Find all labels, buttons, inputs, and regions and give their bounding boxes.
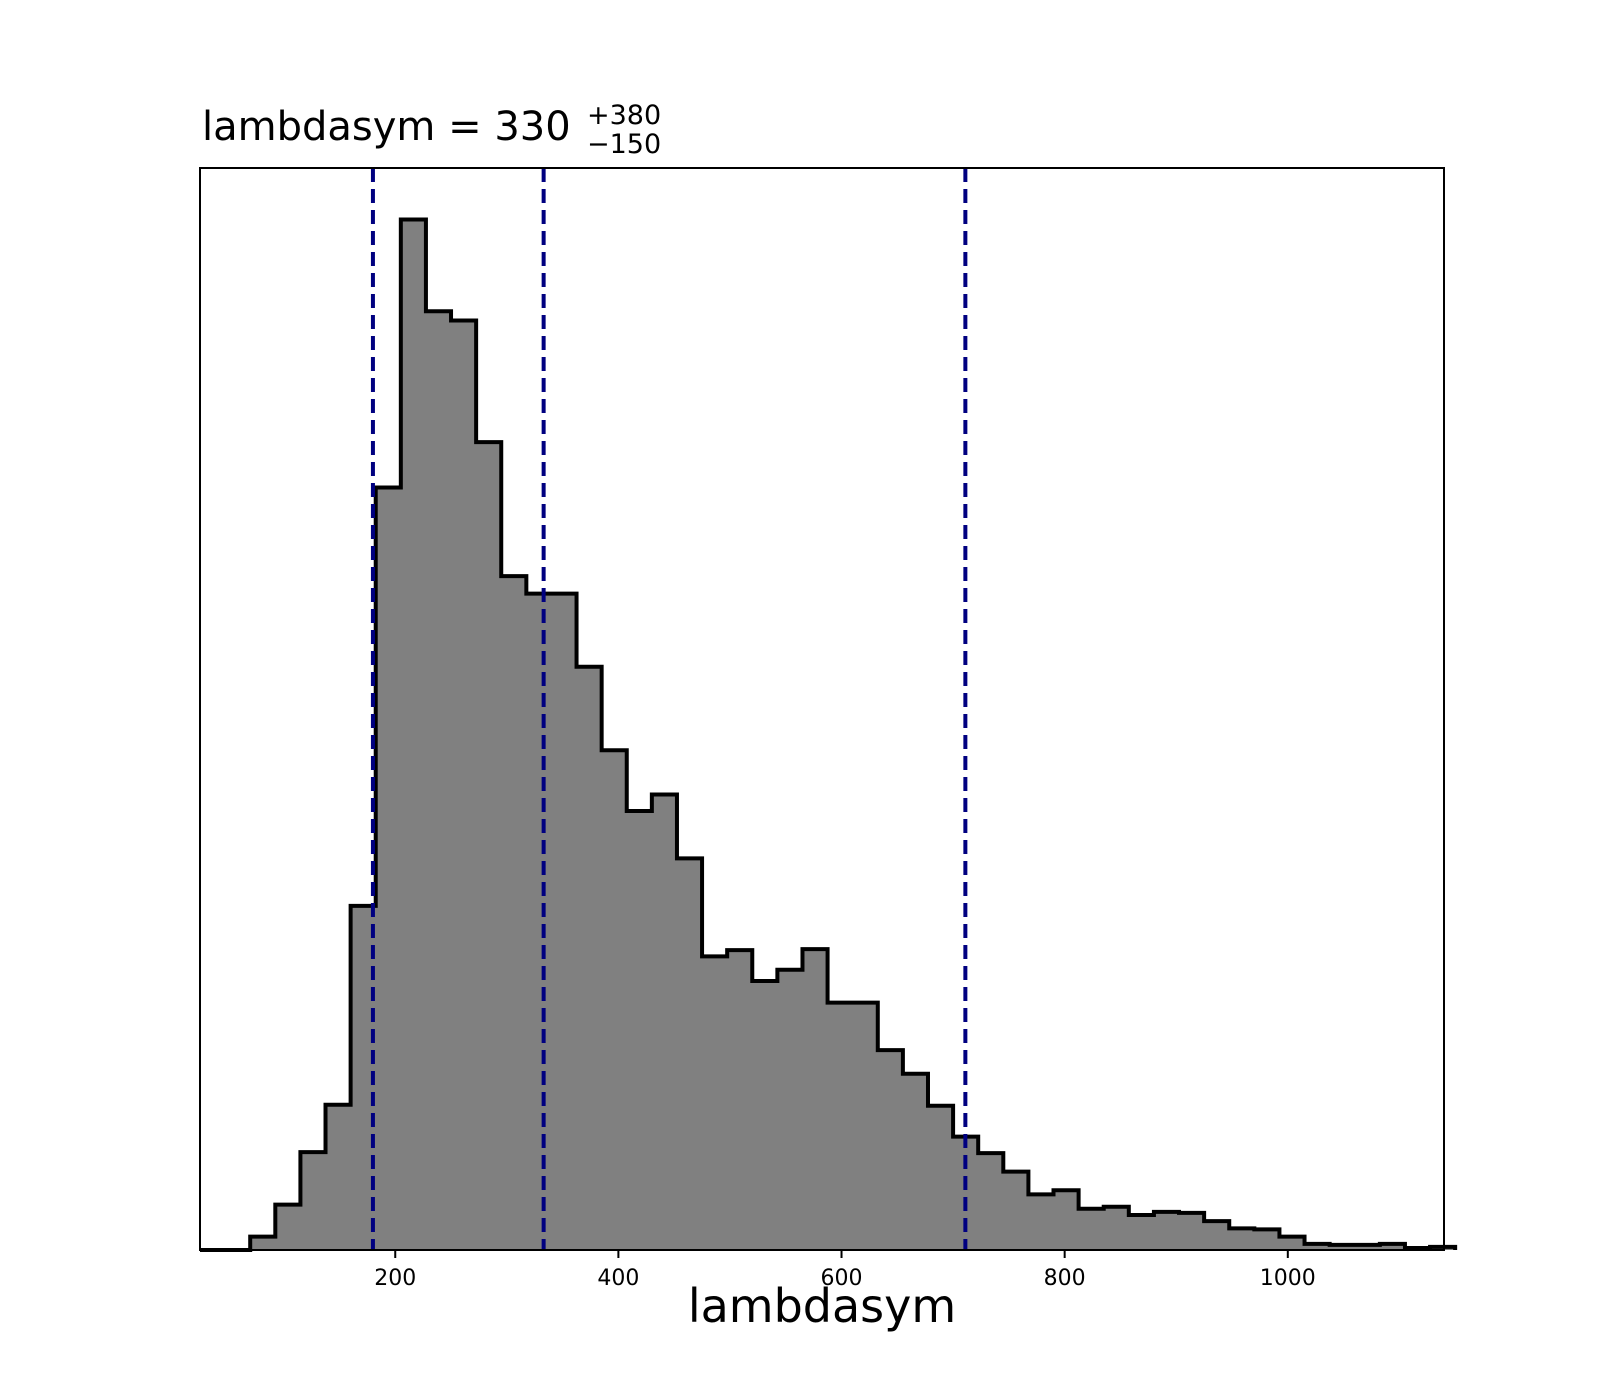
plot-area: 200 400 600 800 1000 [199,167,1458,1291]
chart-title: lambdasym = 330 +380 −150 [202,100,661,160]
title-value: 330 [494,104,570,150]
quantile-lines [370,168,968,1250]
x-tick-label-200: 200 [374,1266,416,1291]
x-tick-label-1000: 1000 [1260,1266,1316,1291]
svg-text:lambdasym = 330: lambdasym = 330 [202,104,571,150]
x-tick-label-800: 800 [1044,1266,1086,1291]
x-tick-label-400: 400 [597,1266,639,1291]
title-lower-error: −150 [587,129,661,160]
histogram-fill [200,219,1456,1250]
title-upper-error: +380 [587,100,661,131]
x-axis-label: lambdasym [688,1279,956,1333]
plot-frame [199,167,1445,1251]
histogram-step-outline [200,217,1458,1252]
title-prefix: lambdasym = [202,104,494,150]
x-axis-ticks: 200 400 600 800 1000 [374,1250,1316,1291]
x-tick-label-600: 600 [821,1266,863,1291]
